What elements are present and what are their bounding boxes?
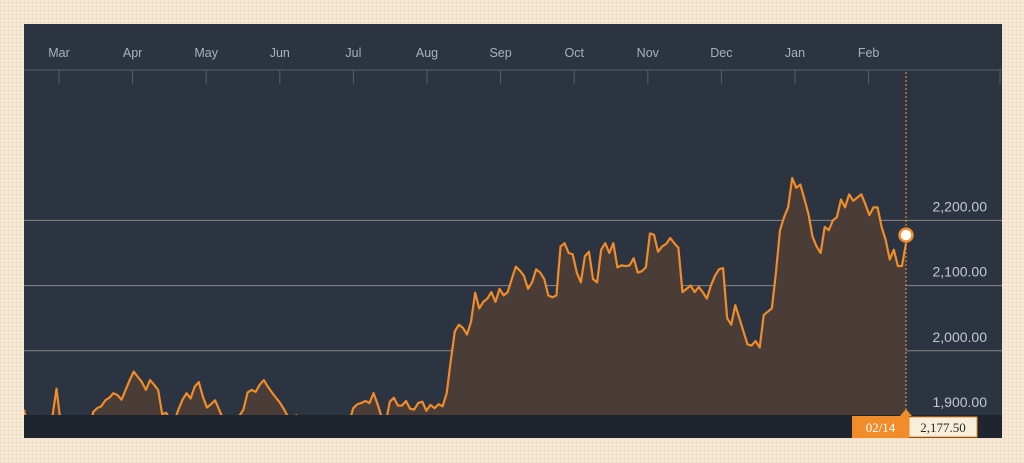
x-tick-label: Oct [564, 46, 584, 60]
x-tick-label: Feb [858, 46, 880, 60]
x-tick-label: Sep [489, 46, 511, 60]
y-tick-label: 1,900.00 [933, 394, 988, 410]
value-tag-label: 2,177.50 [920, 420, 966, 435]
x-tick-label: Jul [345, 46, 361, 60]
value-tag [908, 416, 978, 438]
x-axis: Mar Apr May Jun Jul Aug Sep Oct Nov Dec Jan Feb [24, 46, 1002, 84]
y-axis: 1,900.00 2,000.00 2,100.00 2,200.00 [933, 198, 988, 410]
y-tick-label: 2,000.00 [933, 329, 988, 345]
x-tick-label: Dec [710, 46, 732, 60]
y-tick-label: 2,100.00 [933, 264, 988, 280]
date-badge [852, 416, 909, 438]
chart-canvas: Mar Apr May Jun Jul Aug Sep Oct Nov Dec Jan Feb 1,9… [24, 46, 1002, 438]
current-value-marker[interactable] [898, 227, 914, 243]
price-chart: Mar Apr May Jun Jul Aug Sep Oct Nov Dec Jan Feb 1,9… [24, 24, 1002, 438]
x-tick-label: Jun [270, 46, 290, 60]
x-tick-label: Mar [48, 46, 70, 60]
y-tick-label: 2,200.00 [933, 198, 988, 214]
current-value-badge: 02/14 2,177.50 [852, 409, 978, 438]
x-tick-label: Apr [123, 46, 142, 60]
bottom-strip [24, 415, 1002, 438]
series-layer [24, 176, 908, 438]
series-area [24, 178, 906, 438]
x-tick-label: May [194, 46, 218, 60]
x-tick-label: Aug [416, 46, 438, 60]
date-badge-label: 02/14 [866, 420, 896, 435]
x-tick-label: Jan [785, 46, 805, 60]
x-tick-label: Nov [637, 46, 660, 60]
